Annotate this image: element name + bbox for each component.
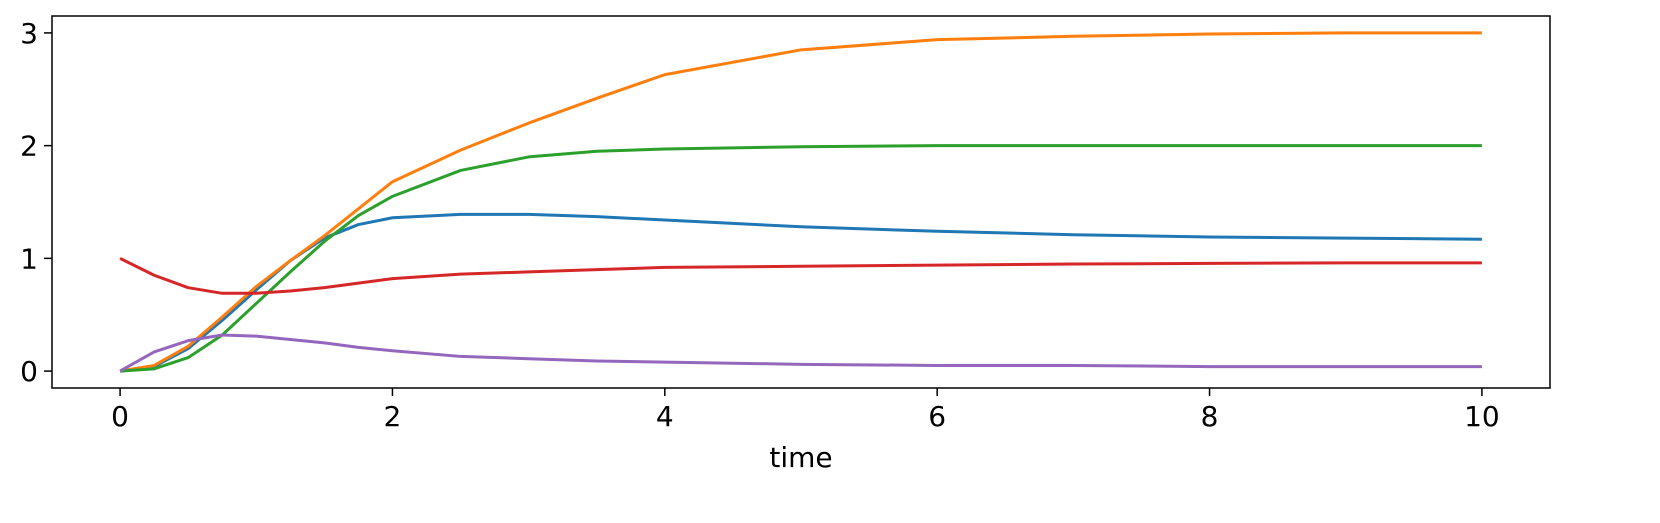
line-series [119, 212, 1482, 373]
y-tick-label: 1 [20, 242, 38, 275]
line-series [119, 31, 1482, 373]
plot-frame [51, 15, 1551, 389]
x-tick-label: 10 [1464, 400, 1500, 433]
line-series [119, 333, 1482, 373]
x-tick-label: 8 [1201, 400, 1219, 433]
x-tick-label: 4 [656, 400, 674, 433]
x-tick-label: 6 [928, 400, 946, 433]
line-series [119, 257, 1482, 295]
x-axis-label: time [769, 441, 832, 474]
y-tick-label: 0 [20, 355, 38, 388]
x-tick-label: 2 [384, 400, 402, 433]
line-series [119, 144, 1482, 373]
y-tick-label: 2 [20, 130, 38, 163]
x-tick-label: 0 [111, 400, 129, 433]
y-tick-label: 3 [20, 17, 38, 50]
